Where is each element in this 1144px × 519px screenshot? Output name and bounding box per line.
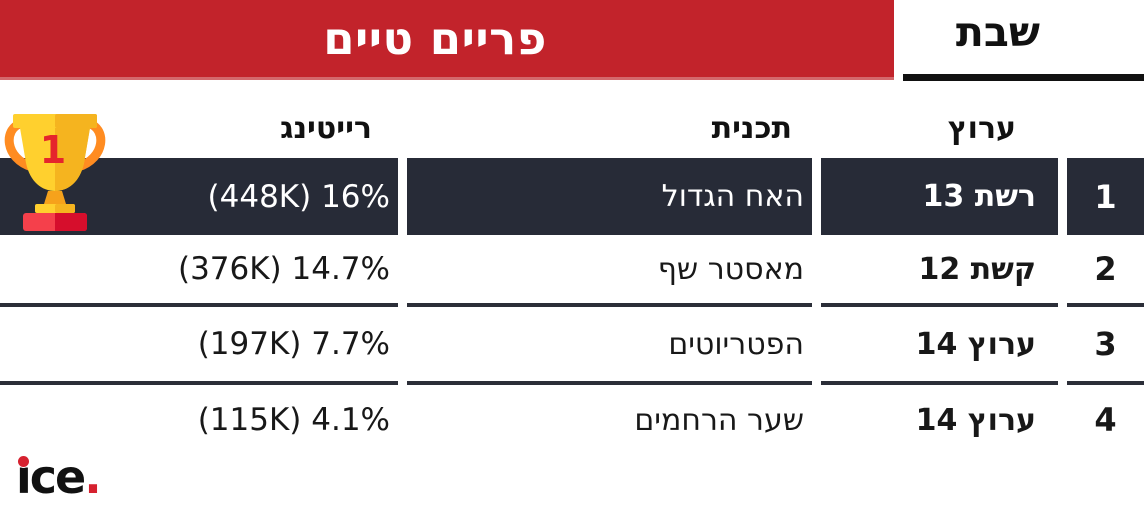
rank-number: 2 — [1067, 235, 1144, 307]
logo-red-tittle — [18, 456, 29, 467]
channel-name: קשת 12 — [821, 235, 1058, 307]
program-name: האח הגדול — [407, 158, 812, 235]
page-title: פריים טיים — [323, 12, 547, 65]
column-header-rating: רייטינג — [280, 111, 372, 146]
rating-value: (115K) 4.1% — [197, 402, 390, 438]
logo-period: . — [84, 450, 102, 504]
channel-name: רשת 13 — [821, 158, 1058, 235]
channel-name: ערוץ 14 — [821, 307, 1058, 385]
table-row-3: (197K) 7.7% הפטריוטים ערוץ 14 3 — [0, 307, 1144, 385]
table-row-2: (376K) 14.7% מאסטר שף קשת 12 2 — [0, 235, 1144, 307]
rating-value: (197K) 7.7% — [0, 307, 398, 385]
weekday-box: שבת — [894, 0, 1144, 82]
weekday-underline — [903, 74, 1144, 81]
table-header: רייטינג תכנית ערוץ — [0, 82, 1144, 158]
column-header-program: תכנית — [711, 111, 792, 146]
table-row-4: (115K) 4.1% שער הרחמים ערוץ 14 4 — [0, 385, 1144, 455]
rating-value: (376K) 14.7% — [0, 235, 398, 307]
weekday-label: שבת — [955, 8, 1040, 56]
channel-name: ערוץ 14 — [915, 402, 1036, 438]
program-name: שער הרחמים — [634, 402, 804, 438]
trophy-first-place-icon: 1 — [4, 114, 106, 231]
program-name: מאסטר שף — [407, 235, 812, 307]
title-banner: פריים טיים — [0, 0, 894, 80]
column-header-channel: ערוץ — [947, 111, 1016, 146]
header-strip: פריים טיים שבת — [0, 0, 1144, 82]
rank-number: 3 — [1067, 307, 1144, 385]
column-header-rank — [1067, 82, 1144, 158]
program-name: הפטריוטים — [407, 307, 812, 385]
table-row-1: (448K) 16% האח הגדול רשת 13 1 — [0, 158, 1144, 235]
ice-logo: ice. — [16, 452, 102, 503]
rank-number: 1 — [1067, 158, 1144, 235]
trophy-number: 1 — [40, 128, 66, 172]
rank-number: 4 — [1094, 401, 1117, 439]
